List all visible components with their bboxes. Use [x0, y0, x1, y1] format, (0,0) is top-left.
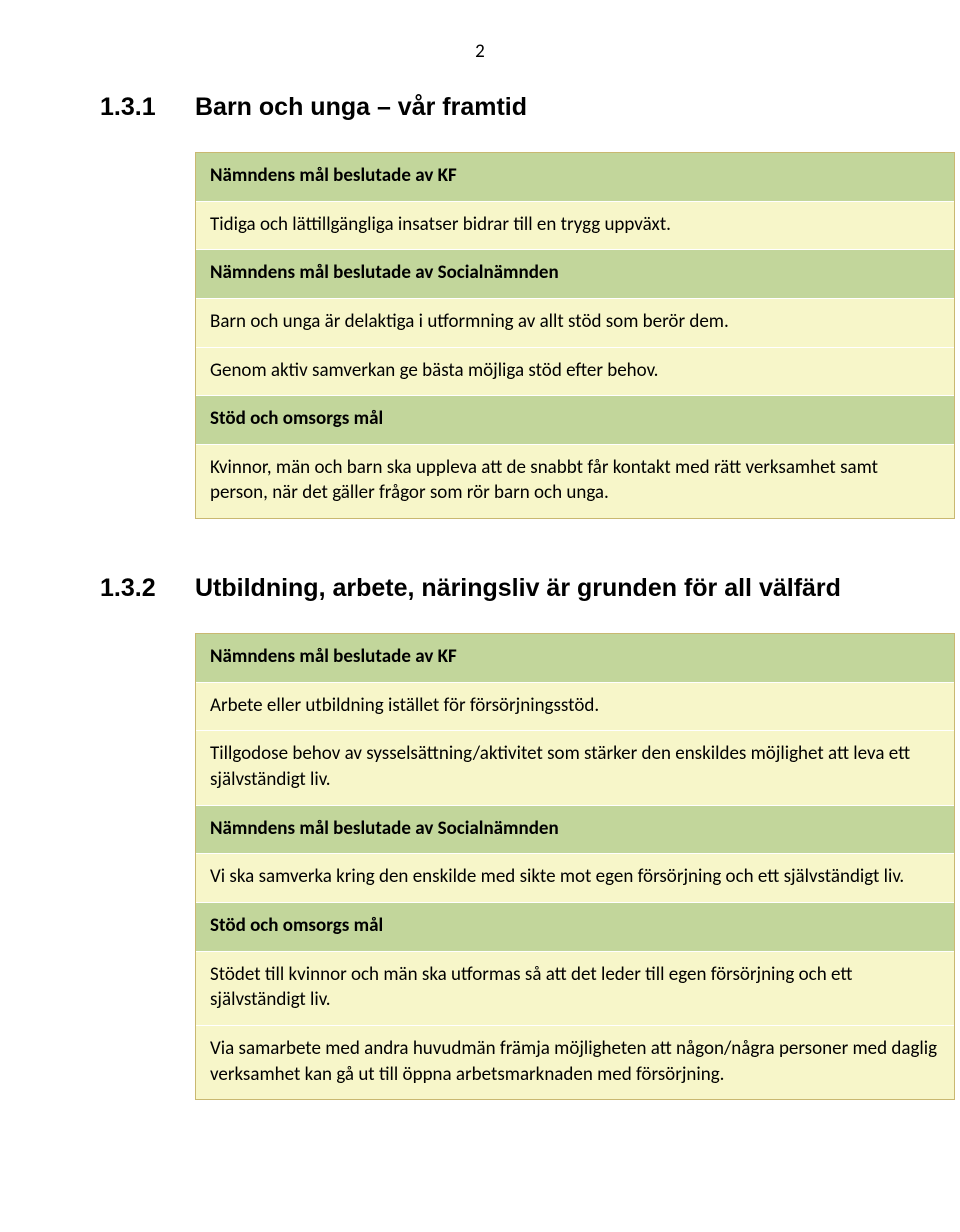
table-row: Nämndens mål beslutade av KF — [196, 153, 954, 202]
table-row: Stöd och omsorgs mål — [196, 396, 954, 445]
section-number: 1.3.1 — [100, 93, 195, 122]
section-heading: 1.3.1 Barn och unga – vår framtid — [100, 93, 860, 122]
table-row: Tidiga och lättillgängliga insatser bidr… — [196, 202, 954, 251]
section-number: 1.3.2 — [100, 574, 195, 603]
section-heading: 1.3.2 Utbildning, arbete, näringsliv är … — [100, 574, 860, 603]
goals-table: Nämndens mål beslutade av KF Arbete elle… — [195, 633, 955, 1100]
table-row: Arbete eller utbildning istället för för… — [196, 683, 954, 732]
table-row: Vi ska samverka kring den enskilde med s… — [196, 854, 954, 903]
section-title: Utbildning, arbete, näringsliv är grunde… — [195, 574, 860, 603]
page-number: 2 — [100, 40, 860, 63]
table-row: Nämndens mål beslutade av Socialnämnden — [196, 250, 954, 299]
table-row: Stöd och omsorgs mål — [196, 903, 954, 952]
goals-table: Nämndens mål beslutade av KF Tidiga och … — [195, 152, 955, 519]
table-row: Nämndens mål beslutade av Socialnämnden — [196, 806, 954, 855]
table-row: Barn och unga är delaktiga i utformning … — [196, 299, 954, 348]
section-title: Barn och unga – vår framtid — [195, 93, 860, 122]
table-row: Via samarbete med andra huvudmän främja … — [196, 1026, 954, 1099]
table-row: Nämndens mål beslutade av KF — [196, 634, 954, 683]
table-row: Tillgodose behov av sysselsättning/aktiv… — [196, 731, 954, 805]
table-row: Kvinnor, män och barn ska uppleva att de… — [196, 445, 954, 518]
table-row: Genom aktiv samverkan ge bästa möjliga s… — [196, 348, 954, 397]
table-row: Stödet till kvinnor och män ska utformas… — [196, 952, 954, 1026]
